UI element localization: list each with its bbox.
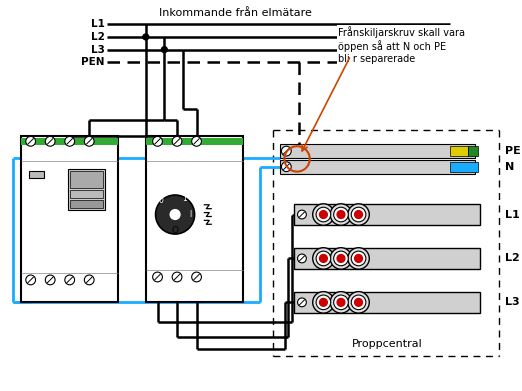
Circle shape (152, 272, 162, 282)
Bar (294, 248, 480, 269)
Circle shape (348, 292, 369, 313)
Text: 4: 4 (174, 287, 180, 296)
Text: I: I (189, 210, 192, 219)
Text: 0: 0 (159, 196, 164, 205)
Circle shape (319, 211, 327, 219)
Bar (294, 292, 480, 313)
Circle shape (337, 255, 345, 262)
Circle shape (65, 275, 75, 285)
Circle shape (298, 298, 306, 307)
Text: L3: L3 (91, 45, 105, 55)
Circle shape (281, 162, 291, 172)
Circle shape (337, 298, 345, 306)
Circle shape (152, 136, 162, 146)
Circle shape (348, 248, 369, 269)
Text: 5: 5 (86, 151, 92, 160)
Text: PE: PE (505, 146, 520, 156)
Text: L2: L2 (505, 253, 520, 264)
Text: 2: 2 (155, 287, 160, 296)
Circle shape (313, 292, 334, 313)
Text: 1: 1 (48, 151, 53, 160)
Circle shape (298, 254, 306, 263)
Bar (146, 136, 243, 302)
Circle shape (85, 136, 94, 146)
Bar (450, 146, 468, 156)
Circle shape (330, 204, 352, 225)
Circle shape (354, 255, 362, 262)
Text: Frånskiljarskruv skall vara
öppen så att N och PE
bli r separerade: Frånskiljarskruv skall vara öppen så att… (338, 26, 465, 64)
Circle shape (351, 207, 366, 222)
Text: L1: L1 (91, 19, 105, 29)
Circle shape (170, 210, 180, 219)
Text: L2: L2 (91, 32, 105, 42)
Circle shape (172, 272, 182, 282)
Text: 1: 1 (155, 151, 160, 160)
Circle shape (65, 136, 75, 146)
Text: 3: 3 (174, 151, 180, 160)
Circle shape (313, 248, 334, 269)
Circle shape (319, 255, 327, 262)
Circle shape (281, 146, 291, 156)
Circle shape (316, 251, 331, 266)
Circle shape (161, 47, 167, 52)
Bar (294, 204, 480, 225)
Circle shape (192, 136, 201, 146)
Bar (279, 144, 474, 158)
Text: O: O (172, 226, 179, 235)
Bar (468, 146, 478, 156)
Text: Inkommande från elmätare: Inkommande från elmätare (159, 7, 312, 18)
Bar (70, 190, 103, 198)
Circle shape (192, 272, 201, 282)
Text: 5: 5 (194, 287, 199, 296)
Circle shape (348, 204, 369, 225)
Bar (70, 200, 103, 208)
Circle shape (337, 211, 345, 219)
Text: 4: 4 (67, 290, 73, 299)
Text: 5: 5 (194, 151, 199, 160)
Circle shape (334, 251, 348, 266)
Bar (21, 136, 118, 302)
Circle shape (351, 251, 366, 266)
Text: 1: 1 (183, 194, 187, 203)
Circle shape (319, 298, 327, 306)
Bar (70, 170, 103, 188)
Text: PEN: PEN (81, 57, 105, 67)
Bar (29, 170, 44, 178)
Text: 2: 2 (48, 290, 53, 299)
Text: L1: L1 (505, 210, 520, 219)
Circle shape (26, 136, 35, 146)
Text: Test: Test (31, 170, 50, 181)
Circle shape (330, 248, 352, 269)
Circle shape (45, 136, 55, 146)
Text: 3: 3 (67, 151, 73, 160)
Circle shape (334, 207, 348, 222)
Bar (146, 138, 243, 145)
Circle shape (156, 195, 195, 234)
Circle shape (316, 295, 331, 310)
Text: 6: 6 (86, 290, 92, 299)
Circle shape (334, 295, 348, 310)
Text: Proppcentral: Proppcentral (351, 339, 422, 349)
Bar (279, 160, 474, 174)
Circle shape (354, 298, 362, 306)
Circle shape (351, 295, 366, 310)
Circle shape (330, 292, 352, 313)
Circle shape (313, 204, 334, 225)
Bar (68, 169, 105, 210)
Circle shape (45, 275, 55, 285)
Text: N: N (27, 151, 34, 160)
Text: N: N (505, 162, 514, 172)
Text: L3: L3 (505, 298, 519, 307)
Text: N: N (27, 290, 34, 299)
Bar (450, 162, 478, 172)
Circle shape (354, 211, 362, 219)
Circle shape (85, 275, 94, 285)
Circle shape (172, 136, 182, 146)
Circle shape (26, 275, 35, 285)
Circle shape (143, 34, 149, 40)
Bar (21, 138, 118, 145)
Circle shape (298, 210, 306, 219)
Circle shape (316, 207, 331, 222)
